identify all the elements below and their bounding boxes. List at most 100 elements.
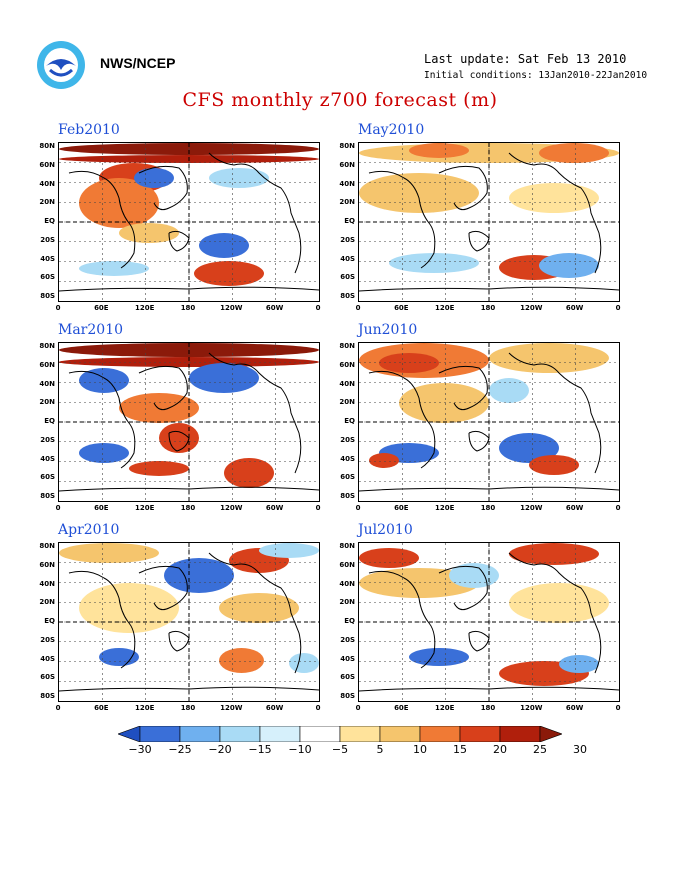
- legend-label: −15: [248, 743, 272, 756]
- y-tick-label: 60S: [40, 273, 55, 282]
- coastline: [468, 430, 490, 452]
- y-tick-label: 80N: [339, 142, 355, 150]
- x-tick-label: 0: [615, 504, 621, 512]
- y-tick-label: 20N: [339, 398, 355, 407]
- coastline: [138, 165, 188, 211]
- coastline: [68, 170, 136, 269]
- page-title: CFS monthly z700 forecast (m): [182, 89, 498, 111]
- y-tick-label: 80S: [340, 692, 355, 700]
- y-tick-label: 60N: [39, 360, 55, 369]
- anomaly-region: [489, 343, 609, 373]
- coastline: [68, 370, 136, 469]
- y-tick-label: 60S: [40, 673, 55, 682]
- coastline: [508, 552, 602, 674]
- legend-label: 25: [533, 743, 547, 756]
- coastline: [59, 686, 319, 692]
- coastline: [438, 365, 488, 411]
- y-tick-label: 40N: [39, 579, 55, 588]
- anomaly-region: [369, 453, 399, 468]
- legend-label: −20: [208, 743, 232, 756]
- y-tick-label: 80N: [39, 542, 55, 550]
- x-tick-label: 120W: [220, 504, 243, 512]
- x-tick-label: 0: [315, 304, 321, 312]
- coastline: [208, 552, 302, 674]
- y-tick-label: 20S: [40, 635, 55, 644]
- y-tick-label: 20S: [40, 435, 55, 444]
- y-tick-label: EQ: [344, 617, 355, 625]
- y-tick-label: 80S: [340, 492, 355, 500]
- x-tick-label: 60W: [265, 304, 284, 312]
- x-tick-label: 120E: [434, 304, 455, 312]
- anomaly-region: [509, 543, 599, 565]
- panel-title: Jun2010: [358, 322, 418, 338]
- legend-swatch: [499, 725, 541, 743]
- y-tick-label: 60N: [39, 160, 55, 169]
- x-tick-label: 0: [615, 304, 621, 312]
- y-tick-label: 40N: [339, 379, 355, 388]
- y-tick-label: 20S: [340, 435, 355, 444]
- y-tick-label: 40S: [340, 254, 355, 263]
- legend-label: −25: [168, 743, 192, 756]
- x-tick-label: 180: [180, 504, 196, 512]
- anomaly-region: [359, 173, 479, 213]
- coastline: [368, 570, 436, 669]
- y-tick-label: EQ: [344, 217, 355, 225]
- map-panel: [58, 542, 320, 702]
- x-tick-label: 180: [180, 304, 196, 312]
- coastline: [168, 630, 190, 652]
- legend-swatch: [219, 725, 261, 743]
- coastline: [359, 286, 619, 292]
- y-tick-label: 60N: [339, 160, 355, 169]
- legend-swatch: [259, 725, 301, 743]
- coastline: [508, 152, 602, 274]
- y-tick-label: 80N: [39, 342, 55, 350]
- y-tick-label: 60S: [340, 273, 355, 282]
- x-tick-label: 180: [180, 704, 196, 712]
- legend-label: 5: [376, 743, 384, 756]
- coastline: [68, 570, 136, 669]
- coastline: [468, 230, 490, 252]
- panel-title: Mar2010: [58, 322, 124, 338]
- panel-title: Feb2010: [58, 122, 120, 138]
- y-tick-label: EQ: [44, 617, 55, 625]
- x-tick-label: 180: [480, 504, 496, 512]
- legend-label: 30: [573, 743, 587, 756]
- x-tick-label: 60E: [94, 304, 109, 312]
- anomaly-region: [219, 593, 299, 623]
- anomaly-region: [224, 458, 274, 488]
- y-tick-label: 20N: [39, 598, 55, 607]
- x-tick-label: 0: [355, 504, 361, 512]
- x-tick-label: 0: [55, 304, 61, 312]
- anomaly-region: [529, 455, 579, 475]
- x-tick-label: 60W: [265, 504, 284, 512]
- anomaly-region: [159, 423, 199, 453]
- panel-title: May2010: [358, 122, 425, 138]
- y-tick-label: 80S: [40, 292, 55, 300]
- x-tick-label: 120E: [134, 504, 155, 512]
- legend-swatch: [419, 725, 461, 743]
- legend-swatch: [539, 725, 563, 743]
- color-legend-bar: [117, 725, 563, 743]
- y-tick-label: 20N: [339, 198, 355, 207]
- y-tick-label: 20N: [39, 398, 55, 407]
- anomaly-region: [129, 461, 189, 476]
- anomaly-region: [289, 653, 319, 673]
- anomaly-region: [194, 261, 264, 286]
- y-tick-label: 80S: [40, 692, 55, 700]
- anomaly-region: [119, 223, 179, 243]
- x-tick-label: 60E: [94, 704, 109, 712]
- x-tick-label: 120W: [520, 304, 543, 312]
- y-tick-label: 40N: [39, 179, 55, 188]
- y-tick-label: EQ: [44, 217, 55, 225]
- y-tick-label: EQ: [44, 417, 55, 425]
- map-panel: [358, 342, 620, 502]
- x-tick-label: 60E: [394, 504, 409, 512]
- coastline: [468, 630, 490, 652]
- anomaly-region: [79, 583, 179, 633]
- map-panel: [58, 142, 320, 302]
- x-tick-label: 120E: [134, 704, 155, 712]
- x-tick-label: 120E: [434, 504, 455, 512]
- coastline: [168, 430, 190, 452]
- y-tick-label: 60S: [40, 473, 55, 482]
- anomaly-region: [79, 178, 159, 228]
